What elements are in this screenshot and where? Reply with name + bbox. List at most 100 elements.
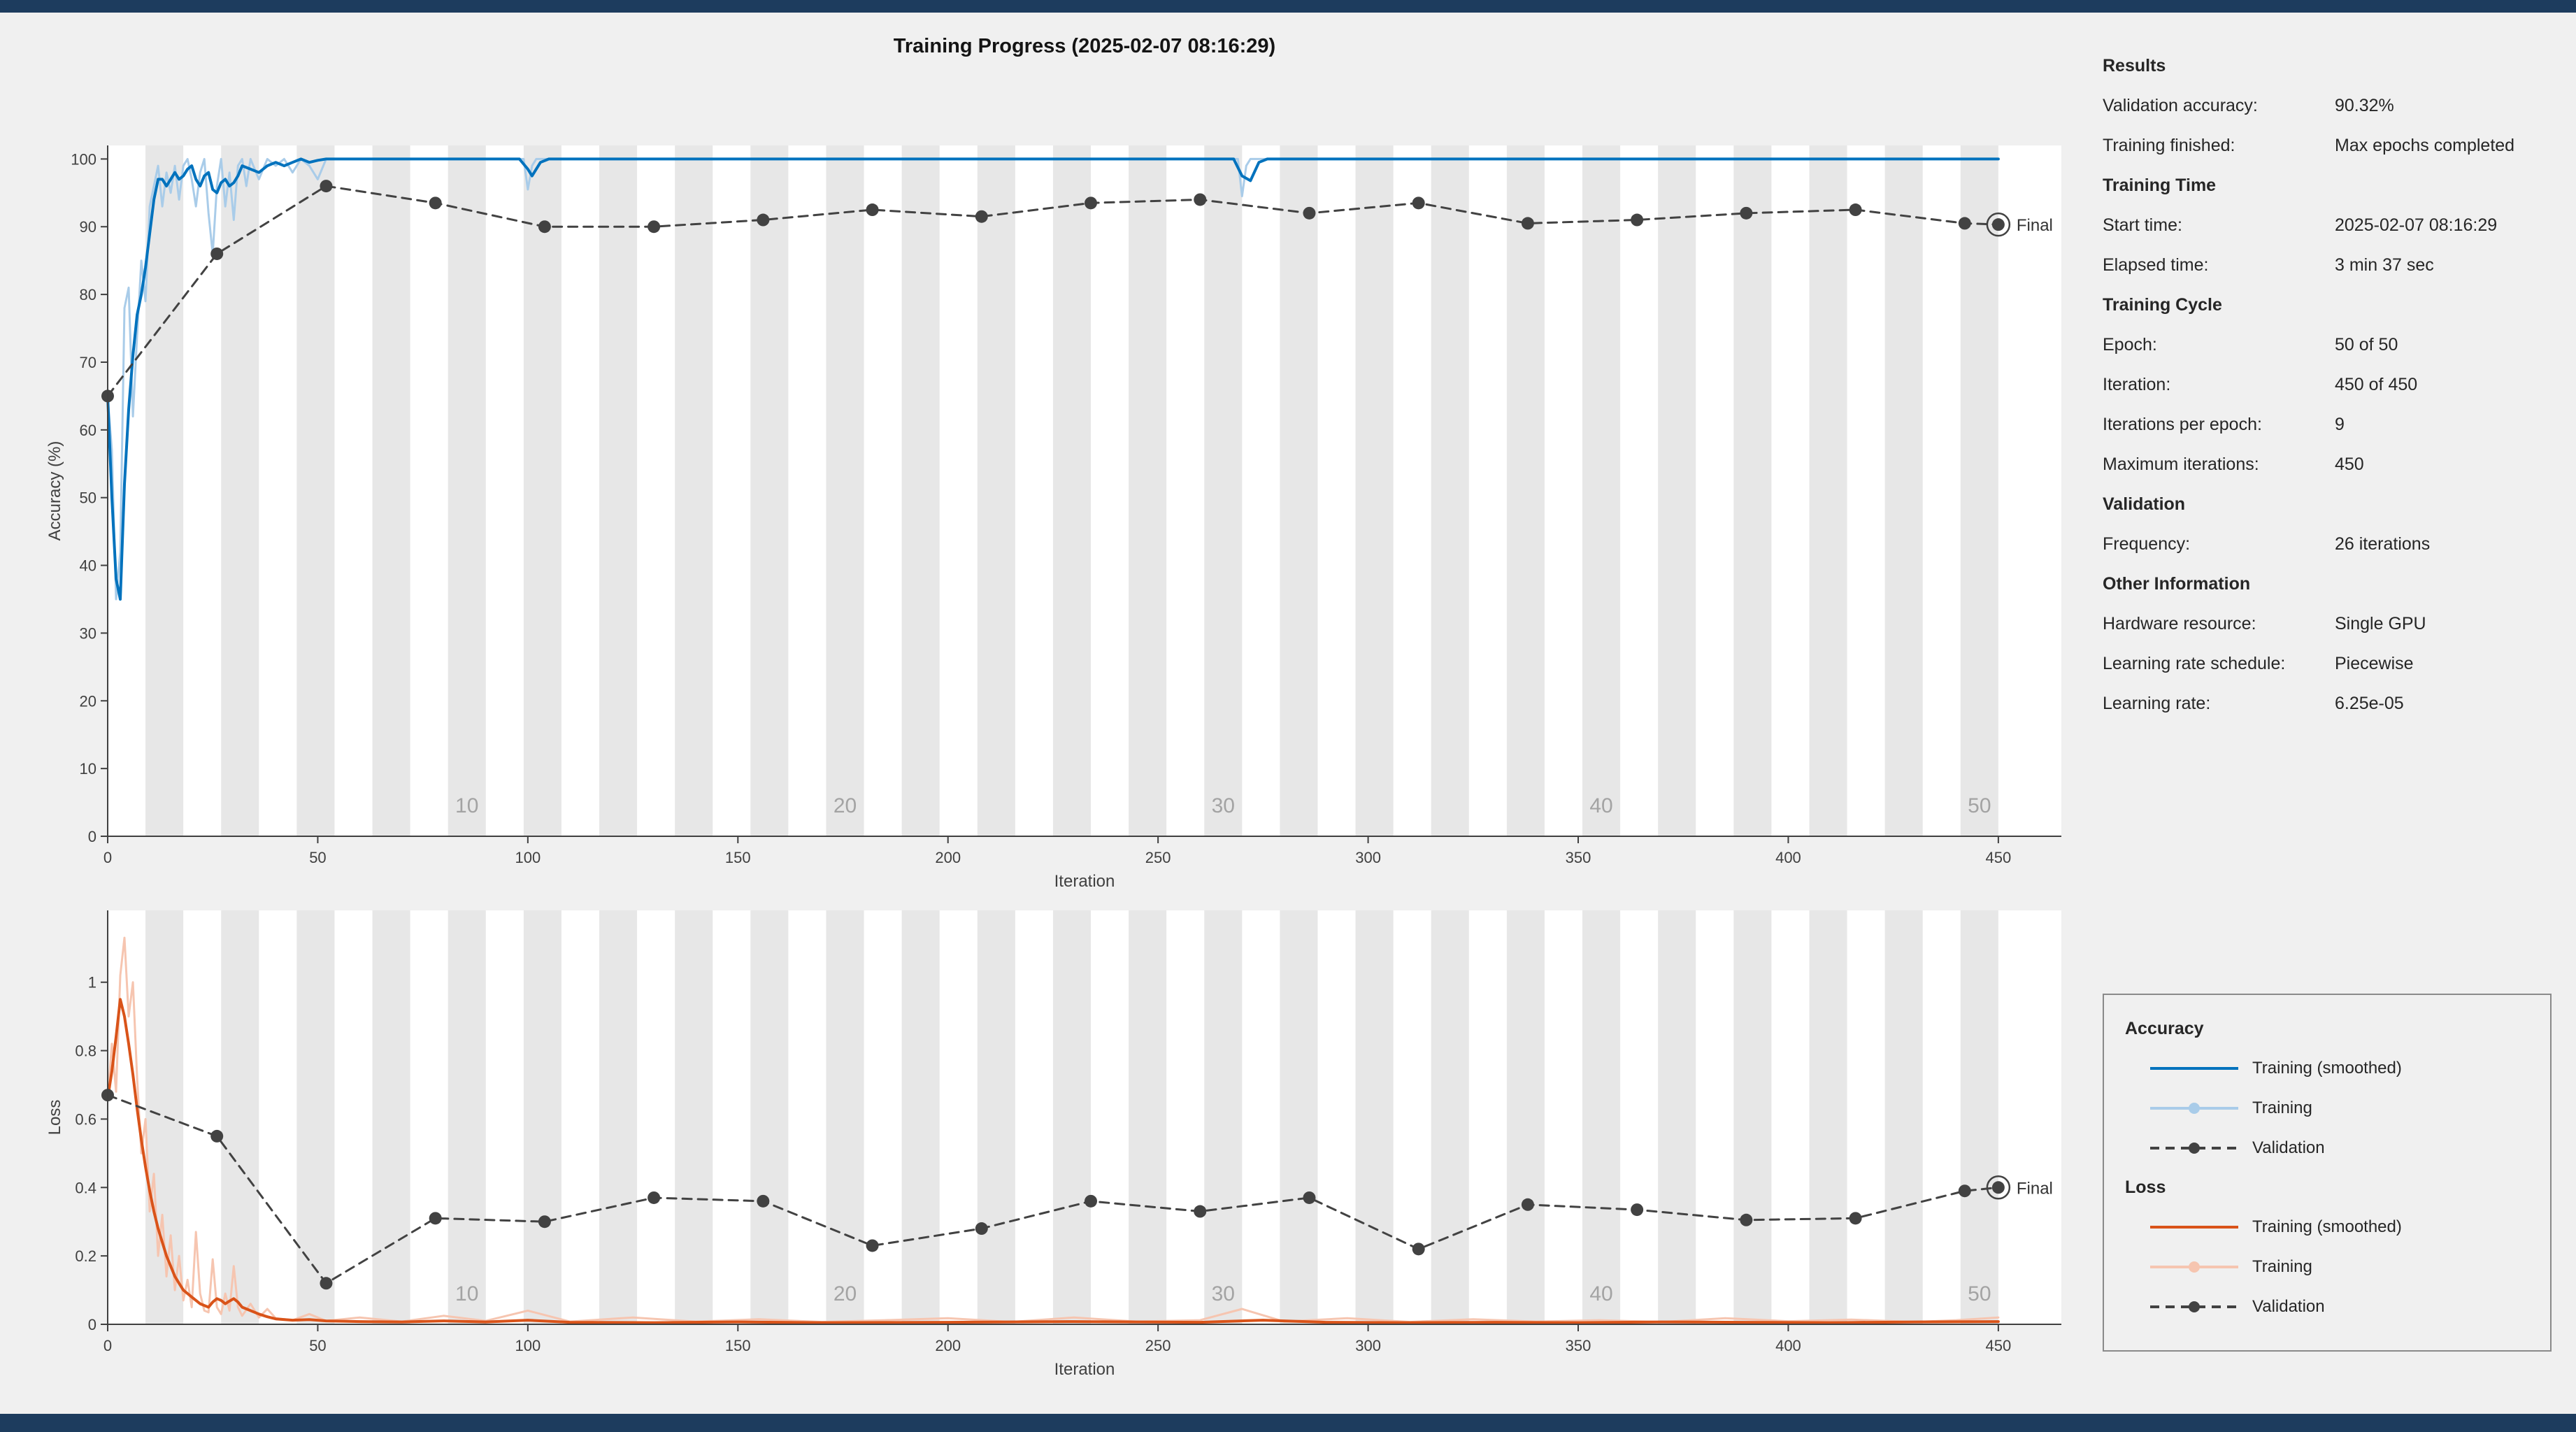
svg-text:10: 10: [80, 760, 96, 778]
info-row-value: Piecewise: [2335, 654, 2414, 673]
svg-text:150: 150: [725, 1337, 751, 1354]
info-row-value: 450: [2335, 454, 2364, 474]
svg-text:150: 150: [725, 849, 751, 866]
info-section-title: Training Time: [2103, 176, 2217, 195]
info-row-label: Iteration:: [2103, 375, 2171, 394]
accuracy-epoch-bands: [145, 145, 1998, 836]
legend-item: Training: [2104, 1088, 2550, 1128]
svg-text:0: 0: [88, 1316, 96, 1333]
svg-text:300: 300: [1355, 1337, 1381, 1354]
info-row-label: Frequency:: [2103, 534, 2191, 554]
info-row-label: Learning rate schedule:: [2103, 654, 2286, 673]
svg-text:30: 30: [1212, 1282, 1235, 1305]
svg-text:0: 0: [103, 1337, 112, 1354]
info-section-title: Results: [2103, 56, 2166, 76]
info-row: Maximum iterations: 450: [2103, 445, 2564, 485]
svg-text:200: 200: [935, 849, 961, 866]
info-section-title: Other Information: [2103, 574, 2251, 594]
info-row-value: 50 of 50: [2335, 335, 2398, 355]
info-row: Iterations per epoch: 9: [2103, 405, 2564, 445]
loss-final-annotation: Final: [1986, 1175, 2053, 1200]
legend-swatch-line-icon: [2150, 1225, 2238, 1229]
legend-swatch-dash-marker-icon: [2150, 1142, 2238, 1154]
accuracy-final-annotation: Final: [1986, 212, 2053, 237]
svg-text:200: 200: [935, 1337, 961, 1354]
svg-text:40: 40: [1589, 794, 1612, 817]
accuracy-epoch-labels: 10 20 30 40 50: [455, 794, 1991, 817]
svg-text:20: 20: [833, 1282, 857, 1305]
info-row-label: Epoch:: [2103, 335, 2157, 355]
svg-text:250: 250: [1145, 1337, 1171, 1354]
svg-text:0: 0: [103, 849, 112, 866]
svg-text:50: 50: [309, 1337, 326, 1354]
legend-item: Training (smoothed): [2104, 1207, 2550, 1247]
info-row: Validation accuracy: 90.32%: [2103, 86, 2564, 126]
svg-text:450: 450: [1986, 849, 2012, 866]
window-chrome-strip-top: [0, 0, 2576, 13]
svg-text:50: 50: [309, 849, 326, 866]
legend-item-label: Training: [2252, 1256, 2312, 1276]
info-row-label: Iterations per epoch:: [2103, 415, 2262, 434]
accuracy-series-training-smoothed: [106, 157, 2000, 601]
legend-swatch-dash-marker-icon: [2150, 1301, 2238, 1312]
info-row-value: 90.32%: [2335, 96, 2394, 115]
info-row-label: Hardware resource:: [2103, 614, 2256, 633]
svg-text:60: 60: [80, 422, 96, 439]
info-row: Hardware resource: Single GPU: [2103, 604, 2564, 644]
info-row: Learning rate schedule: Piecewise: [2103, 644, 2564, 684]
info-row: Elapsed time: 3 min 37 sec: [2103, 245, 2564, 285]
loss-x-axis-label: Iteration: [1054, 1360, 1115, 1379]
svg-text:100: 100: [515, 1337, 541, 1354]
accuracy-axes: [107, 145, 2061, 837]
legend-item: Training: [2104, 1247, 2550, 1287]
info-section-title: Training Cycle: [2103, 295, 2222, 315]
loss-series-training-smoothed: [106, 998, 2000, 1324]
svg-text:80: 80: [80, 286, 96, 303]
info-row-label: Training finished:: [2103, 136, 2235, 155]
legend-group-title: Accuracy: [2125, 1019, 2204, 1038]
svg-text:30: 30: [1212, 794, 1235, 817]
legend: Accuracy Training (smoothed) Training Valid…: [2103, 994, 2552, 1352]
legend-swatch-line-icon: [2150, 1066, 2238, 1070]
svg-text:350: 350: [1566, 849, 1591, 866]
legend-swatch-line-marker-icon: [2150, 1261, 2238, 1273]
accuracy-final-label: Final: [2017, 216, 2053, 235]
svg-text:10: 10: [455, 794, 478, 817]
svg-text:400: 400: [1775, 849, 1801, 866]
svg-text:300: 300: [1355, 849, 1381, 866]
info-row-label: Start time:: [2103, 215, 2182, 235]
legend-item-label: Training (smoothed): [2252, 1217, 2402, 1236]
loss-validation-markers: [101, 1089, 2005, 1290]
info-row-label: Elapsed time:: [2103, 255, 2209, 275]
loss-x-tick-labels: 0 50 100 150 200 250 300 350 400 450: [103, 1324, 2011, 1354]
svg-text:0.4: 0.4: [75, 1179, 96, 1196]
loss-epoch-labels: 10 20 30 40 50: [455, 1282, 1991, 1305]
svg-text:100: 100: [515, 849, 541, 866]
window-chrome-strip-bottom: [0, 1414, 2576, 1432]
info-row-value: 3 min 37 sec: [2335, 255, 2434, 275]
legend-item-label: Training: [2252, 1098, 2312, 1117]
legend-item-label: Validation: [2252, 1296, 2325, 1316]
svg-text:40: 40: [1589, 1282, 1612, 1305]
svg-text:0.8: 0.8: [75, 1043, 96, 1060]
info-row: Frequency: 26 iterations: [2103, 524, 2564, 564]
accuracy-validation-markers: [101, 180, 2005, 403]
accuracy-y-tick-labels: 0 10 20 30 40 50 60 70 80 90 100: [71, 150, 108, 845]
accuracy-x-tick-labels: 0 50 100 150 200 250 300 350 400 450: [103, 836, 2011, 866]
legend-group-title: Loss: [2125, 1177, 2166, 1197]
info-row-value: 9: [2335, 415, 2345, 434]
legend-swatch-line-marker-icon: [2150, 1102, 2238, 1114]
info-row: Learning rate: 6.25e-05: [2103, 684, 2564, 724]
svg-text:30: 30: [80, 624, 96, 642]
svg-text:50: 50: [1968, 794, 1991, 817]
legend-item-label: Validation: [2252, 1138, 2325, 1157]
page-title: Training Progress (2025-02-07 08:16:29): [893, 35, 1276, 57]
svg-text:0: 0: [88, 828, 96, 845]
info-row: Iteration: 450 of 450: [2103, 365, 2564, 405]
svg-text:70: 70: [80, 354, 96, 371]
legend-item: Training (smoothed): [2104, 1048, 2550, 1088]
accuracy-y-axis-label: Accuracy (%): [45, 441, 64, 541]
